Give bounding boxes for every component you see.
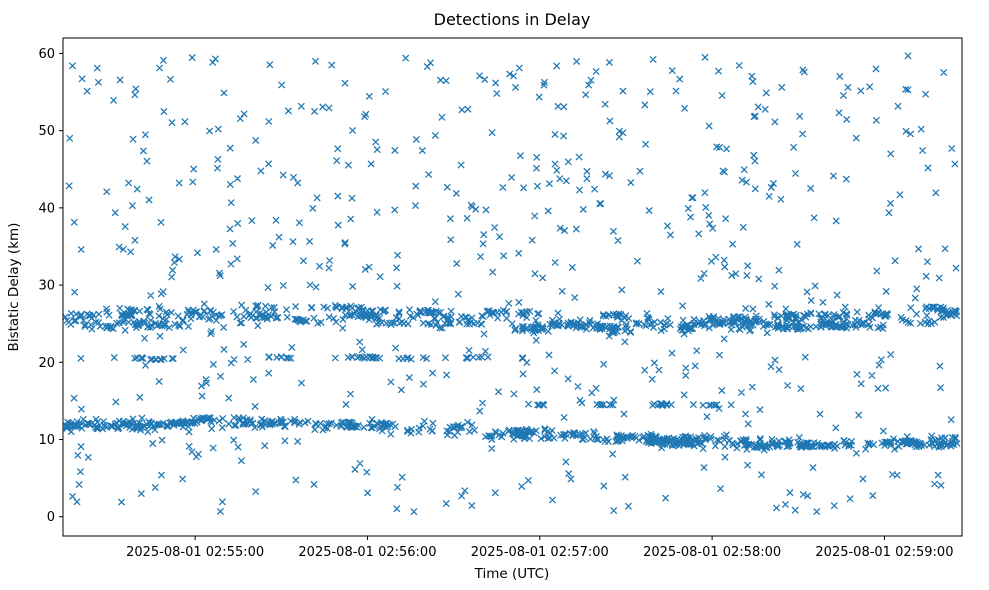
axis-ticks: 0 10 20 30 40 50 60 2025-08-01 02:55:00 2025-08-… [38, 47, 953, 560]
scatter-marker-path [61, 52, 961, 516]
y-tick-label: 0 [47, 510, 55, 525]
y-tick-label: 50 [38, 124, 55, 139]
y-tick-label: 40 [38, 201, 55, 216]
x-tick-label: 2025-08-01 02:56:00 [298, 545, 436, 560]
x-axis-label: Time (UTC) [474, 566, 550, 582]
y-tick-label: 60 [38, 47, 55, 62]
x-tick-label: 2025-08-01 02:57:00 [471, 545, 609, 560]
y-tick-label: 20 [38, 356, 55, 371]
y-tick-label: 10 [38, 433, 55, 448]
x-tick-label: 2025-08-01 02:55:00 [126, 545, 264, 560]
plot-frame [62, 37, 963, 537]
x-tick-label: 2025-08-01 02:59:00 [815, 545, 953, 560]
scatter-points [61, 52, 961, 516]
x-tick-label: 2025-08-01 02:58:00 [643, 545, 781, 560]
y-axis-label: Bistatic Delay (km) [6, 223, 22, 352]
y-tick-label: 30 [38, 279, 55, 294]
chart-title: Detections in Delay [434, 10, 591, 29]
